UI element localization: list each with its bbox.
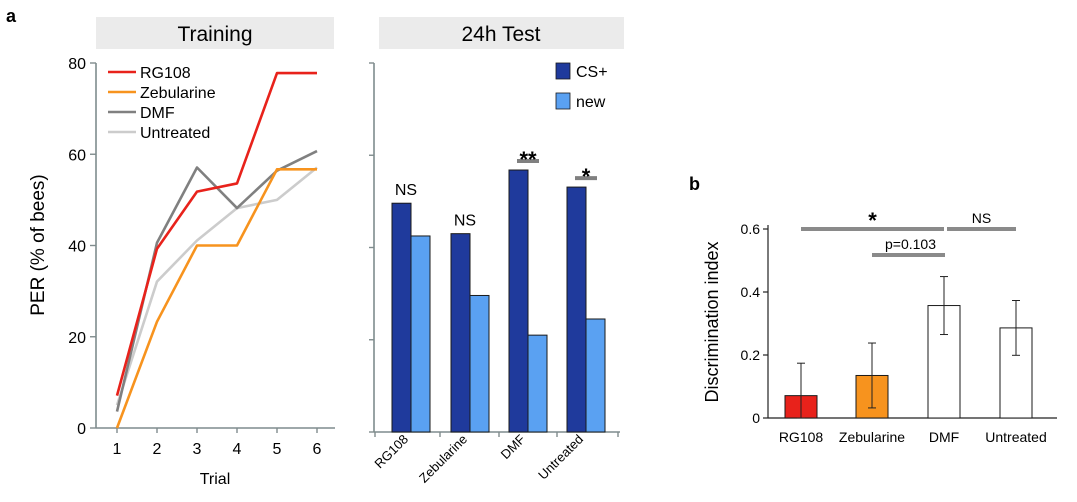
test-bar-csplus bbox=[566, 186, 587, 433]
training-x-label: Trial bbox=[200, 471, 231, 488]
training-y-tick-label: 0 bbox=[77, 421, 86, 438]
test-annotation: * bbox=[582, 164, 591, 189]
training-y-tick-label: 80 bbox=[68, 56, 86, 73]
di-y-tick-label: 0.6 bbox=[741, 221, 761, 237]
training-title-box bbox=[96, 17, 334, 49]
test-bar-csplus bbox=[508, 169, 529, 433]
di-y-tick-label: 0 bbox=[752, 410, 760, 426]
di-x-tick-label: Zebularine bbox=[839, 429, 905, 445]
di-comparison-label: p=0.103 bbox=[885, 236, 936, 252]
di-y-label: Discrimination index bbox=[702, 241, 722, 402]
training-legend-label: RG108 bbox=[140, 65, 191, 82]
training-title: Training bbox=[177, 23, 252, 46]
training-line-untreated bbox=[115, 166, 318, 406]
test-bar-new bbox=[410, 235, 431, 433]
training-y-label: PER (% of bees) bbox=[28, 174, 49, 316]
test-annotation: ** bbox=[519, 147, 537, 172]
training-x-tick-label: 5 bbox=[273, 441, 282, 458]
training-legend-label: DMF bbox=[140, 105, 175, 122]
training-x-tick-label: 1 bbox=[113, 441, 122, 458]
di-y-tick-label: 0.4 bbox=[741, 284, 761, 300]
panel-label-b: b bbox=[689, 174, 700, 194]
test-bar-csplus bbox=[450, 233, 471, 433]
di-x-tick-label: Untreated bbox=[985, 429, 1046, 445]
training-y-tick-label: 40 bbox=[68, 239, 86, 256]
training-line-rg108 bbox=[115, 71, 317, 396]
di-y-tick-label: 0.2 bbox=[741, 347, 761, 363]
training-x-tick-label: 6 bbox=[313, 441, 322, 458]
training-x-tick-label: 3 bbox=[193, 441, 202, 458]
training-x-tick-label: 2 bbox=[153, 441, 162, 458]
di-comparison-label: * bbox=[868, 208, 877, 233]
test-bar-new bbox=[585, 318, 606, 433]
di-x-tick-label: RG108 bbox=[779, 429, 824, 445]
test-legend-swatch bbox=[555, 62, 571, 80]
training-line-zebularine bbox=[115, 168, 317, 429]
test-x-tick-label: Zebularine bbox=[416, 432, 470, 486]
test-legend-label: CS+ bbox=[576, 64, 608, 81]
test-x-tick-label: Untreated bbox=[535, 432, 586, 483]
di-x-tick-label: DMF bbox=[929, 429, 959, 445]
training-x-tick-label: 4 bbox=[233, 441, 242, 458]
test-x-tick-label: RG108 bbox=[371, 432, 411, 472]
test-bar-new bbox=[469, 294, 490, 433]
test-legend-label: new bbox=[576, 94, 606, 111]
training-legend-label: Untreated bbox=[140, 125, 210, 142]
test-x-tick-label: DMF bbox=[498, 431, 529, 462]
di-comparison-label: NS bbox=[972, 210, 991, 226]
test-title-box bbox=[379, 17, 624, 49]
test-annotation: NS bbox=[395, 182, 417, 199]
test-bar-new bbox=[527, 334, 548, 433]
test-title: 24h Test bbox=[461, 23, 540, 46]
test-annotation: NS bbox=[454, 213, 476, 230]
test-legend-swatch bbox=[555, 92, 571, 110]
training-y-tick-label: 60 bbox=[68, 147, 86, 164]
training-y-tick-label: 20 bbox=[68, 330, 86, 347]
panel-label-a: a bbox=[6, 6, 17, 26]
test-bar-csplus bbox=[391, 202, 412, 433]
training-legend-label: Zebularine bbox=[140, 85, 216, 102]
